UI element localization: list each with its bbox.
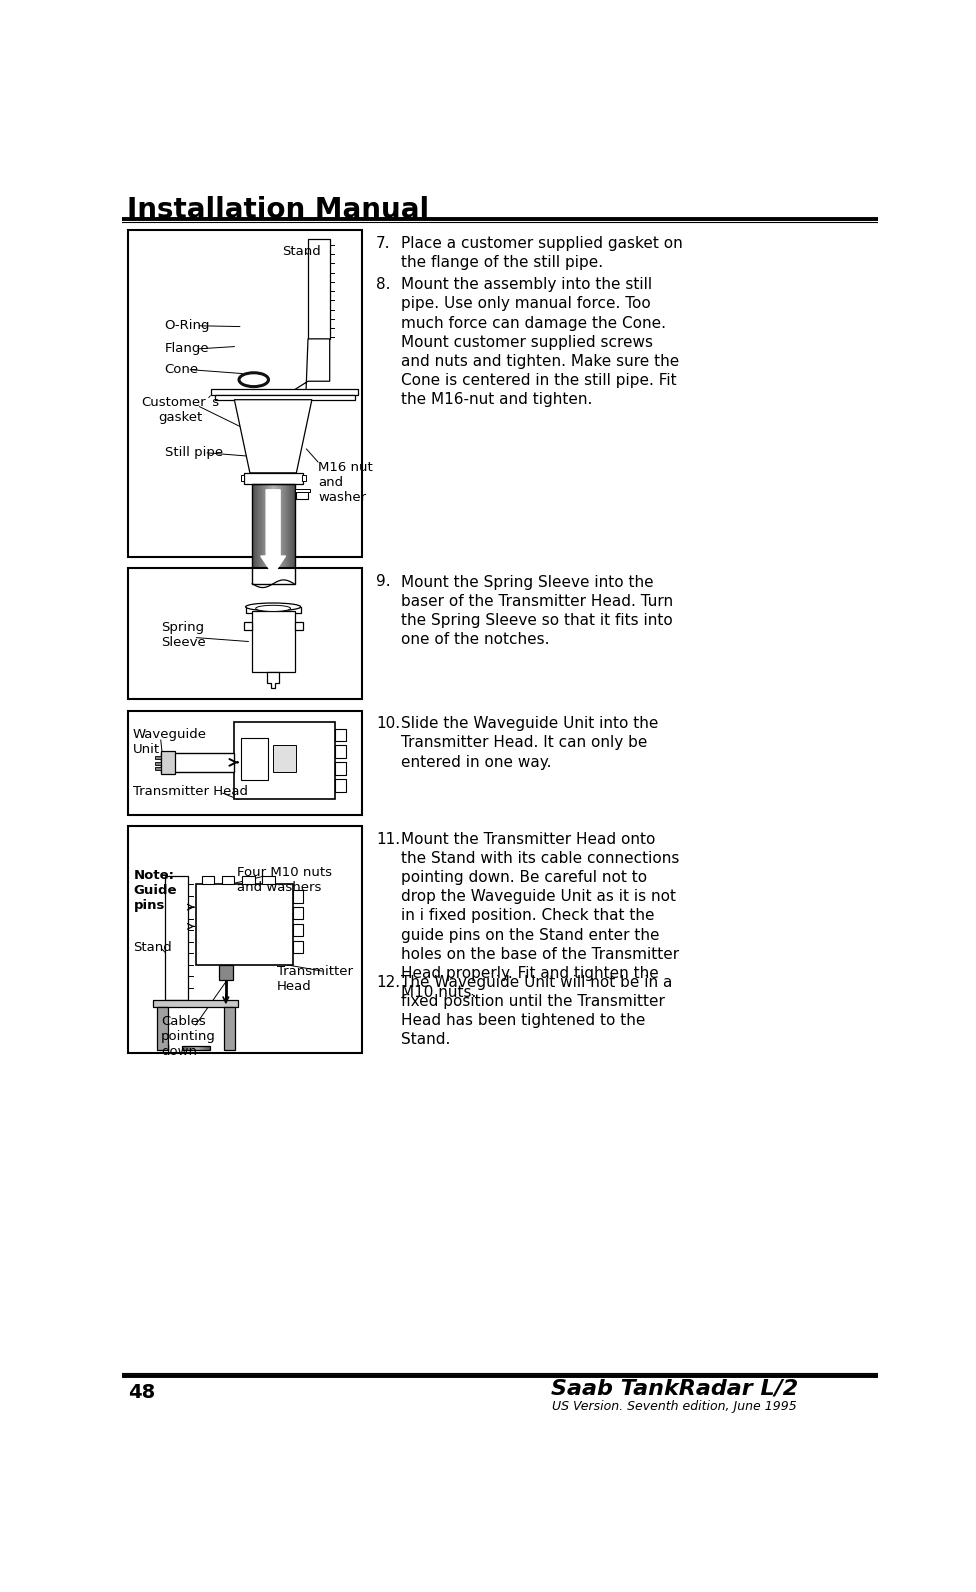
Bar bbox=[308, 239, 330, 339]
Bar bbox=[222, 876, 234, 884]
Bar bbox=[273, 745, 297, 772]
Text: 48: 48 bbox=[128, 1383, 155, 1401]
Text: 7.: 7. bbox=[376, 236, 390, 250]
Bar bbox=[293, 907, 304, 920]
Text: Flange: Flange bbox=[165, 342, 209, 355]
Text: Place a customer supplied gasket on
the flange of the still pipe.: Place a customer supplied gasket on the … bbox=[401, 236, 683, 271]
Text: Mount the assembly into the still
pipe. Use only manual force. Too
much force ca: Mount the assembly into the still pipe. … bbox=[401, 277, 679, 408]
Text: 9.: 9. bbox=[376, 575, 390, 589]
Bar bbox=[128, 710, 362, 815]
Bar bbox=[295, 489, 309, 492]
Text: O-Ring: O-Ring bbox=[165, 320, 210, 333]
Bar bbox=[154, 767, 161, 771]
Polygon shape bbox=[244, 622, 252, 630]
Bar bbox=[183, 1046, 210, 1049]
Text: Transmitter
Head: Transmitter Head bbox=[277, 965, 353, 993]
Text: Mount the Transmitter Head onto
the Stand with its cable connections
pointing do: Mount the Transmitter Head onto the Stan… bbox=[401, 831, 679, 1000]
Text: Still pipe: Still pipe bbox=[165, 446, 223, 460]
Bar bbox=[219, 965, 233, 981]
Text: Transmitter Head: Transmitter Head bbox=[133, 785, 248, 798]
Bar bbox=[335, 745, 346, 758]
Bar bbox=[215, 395, 354, 400]
Text: Waveguide
Unit: Waveguide Unit bbox=[133, 728, 207, 756]
Text: 12.: 12. bbox=[376, 974, 400, 990]
Bar bbox=[293, 941, 304, 954]
Bar bbox=[224, 1008, 235, 1049]
Bar bbox=[293, 923, 304, 936]
Polygon shape bbox=[261, 490, 286, 575]
Bar bbox=[242, 876, 255, 884]
Text: Note:
Guide
pins: Note: Guide pins bbox=[134, 869, 177, 912]
Text: Saab TankRadar L/2: Saab TankRadar L/2 bbox=[550, 1379, 797, 1398]
Bar bbox=[244, 473, 303, 484]
Bar bbox=[293, 890, 304, 903]
Bar bbox=[154, 761, 161, 764]
Bar bbox=[165, 876, 187, 1000]
Bar bbox=[240, 474, 244, 481]
Text: US Version. Seventh edition, June 1995: US Version. Seventh edition, June 1995 bbox=[551, 1399, 796, 1412]
Bar bbox=[161, 751, 175, 774]
Text: M16 nut
and
washer: M16 nut and washer bbox=[318, 460, 373, 503]
Text: Stand: Stand bbox=[282, 245, 321, 258]
Text: Installation Manual: Installation Manual bbox=[127, 196, 428, 223]
Bar bbox=[154, 756, 161, 759]
Polygon shape bbox=[295, 622, 303, 630]
Bar bbox=[252, 611, 295, 672]
Bar bbox=[128, 568, 362, 699]
Text: 11.: 11. bbox=[376, 831, 400, 847]
Text: Mount the Spring Sleeve into the
baser of the Transmitter Head. Turn
the Spring : Mount the Spring Sleeve into the baser o… bbox=[401, 575, 673, 646]
Text: Stand: Stand bbox=[134, 941, 173, 955]
Bar bbox=[153, 1000, 238, 1008]
Text: 8.: 8. bbox=[376, 277, 390, 293]
Text: Customer´s
gasket: Customer´s gasket bbox=[142, 396, 220, 425]
Bar bbox=[234, 723, 335, 799]
Text: Spring
Sleeve: Spring Sleeve bbox=[161, 621, 206, 650]
Polygon shape bbox=[234, 400, 312, 473]
Bar bbox=[335, 763, 346, 775]
Bar bbox=[161, 753, 234, 772]
Text: 10.: 10. bbox=[376, 716, 400, 731]
Text: The Waveguide Unit will not be in a
fixed position until the Transmitter
Head ha: The Waveguide Unit will not be in a fixe… bbox=[401, 974, 672, 1048]
Text: Cone: Cone bbox=[165, 363, 199, 376]
Bar bbox=[157, 1008, 168, 1049]
Bar bbox=[263, 876, 274, 884]
Polygon shape bbox=[266, 672, 279, 688]
Text: Four M10 nuts
and washers: Four M10 nuts and washers bbox=[237, 866, 332, 895]
Bar bbox=[240, 737, 267, 780]
Ellipse shape bbox=[239, 373, 268, 387]
Bar bbox=[297, 492, 308, 498]
Bar bbox=[252, 484, 295, 584]
Bar bbox=[202, 876, 214, 884]
Text: Slide the Waveguide Unit into the
Transmitter Head. It can only be
entered in on: Slide the Waveguide Unit into the Transm… bbox=[401, 716, 659, 769]
Bar bbox=[195, 884, 293, 965]
Bar bbox=[128, 826, 362, 1054]
Bar bbox=[246, 607, 301, 613]
Bar bbox=[211, 388, 358, 395]
Text: Cables
pointing
down: Cables pointing down bbox=[161, 1016, 216, 1059]
Bar bbox=[128, 229, 362, 557]
Bar bbox=[302, 474, 305, 481]
Ellipse shape bbox=[256, 605, 291, 611]
Polygon shape bbox=[264, 339, 330, 408]
Ellipse shape bbox=[246, 603, 301, 611]
Bar bbox=[335, 780, 346, 791]
Bar bbox=[335, 729, 346, 740]
